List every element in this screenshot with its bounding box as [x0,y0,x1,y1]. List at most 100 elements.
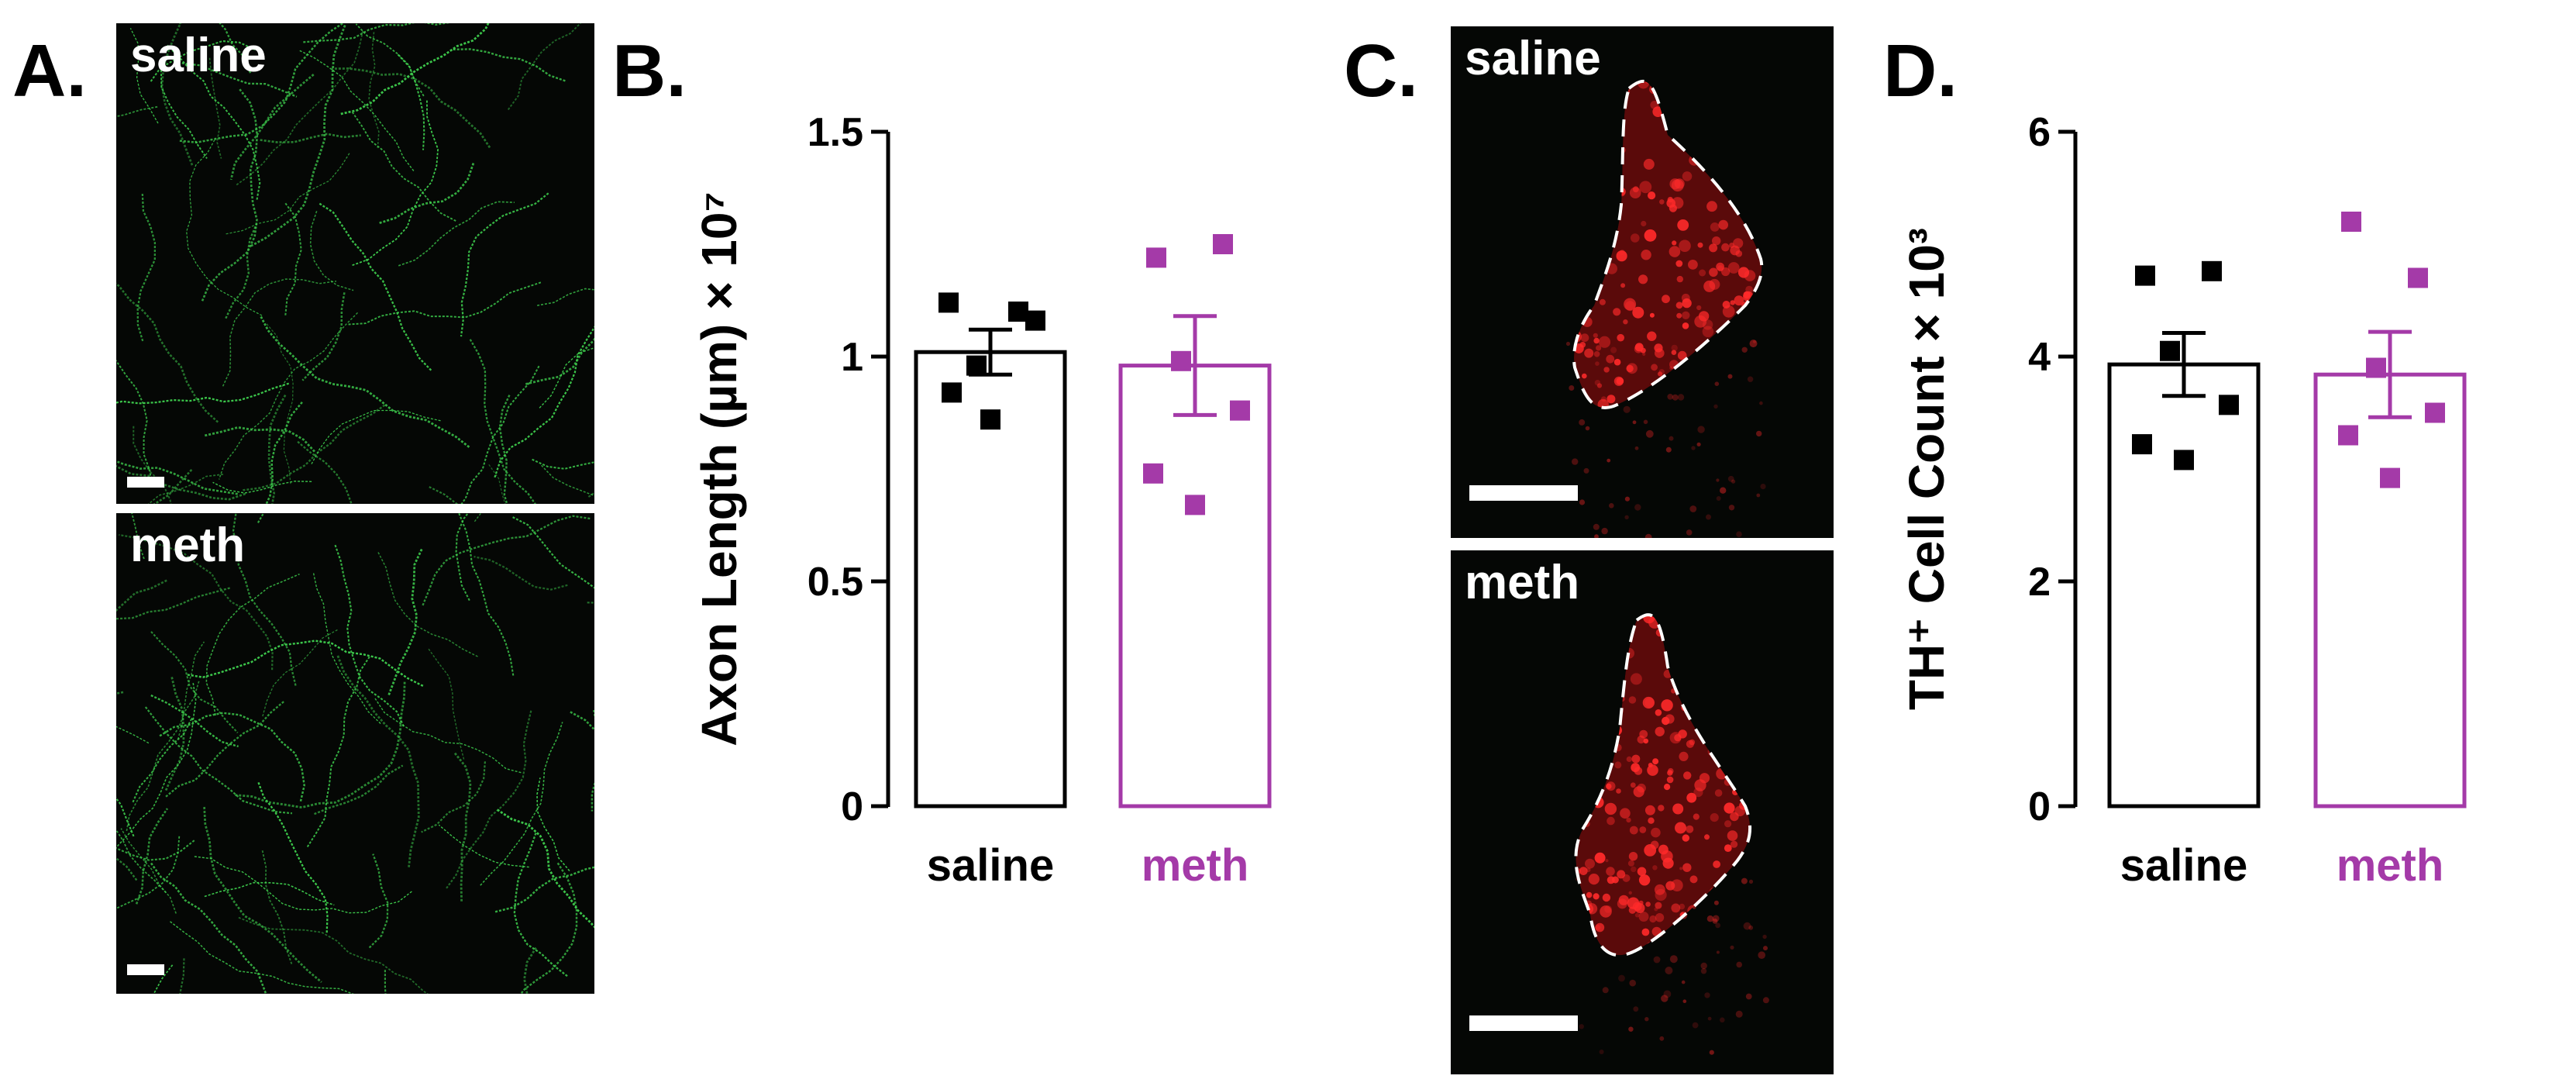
th-cell [1626,756,1632,762]
axon-fiber [297,440,353,504]
th-cell [1551,649,1560,658]
th-cell [1586,675,1598,688]
th-cell [1669,366,1673,371]
th-cell [1569,385,1575,391]
th-cell [1639,181,1652,194]
th-cell [1579,107,1592,120]
axon-fiber [116,726,150,744]
th-cell [1658,90,1671,102]
axon-fiber [306,655,371,848]
th-cell [1727,88,1735,96]
th-cell [1600,905,1612,918]
axon-fiber [167,44,261,200]
th-cell [1616,788,1621,794]
th-cell [1638,274,1648,284]
th-cell [1677,350,1687,360]
th-cell [1706,148,1718,160]
th-cell [1714,381,1720,387]
th-cell [1779,819,1784,824]
th-cell [1577,745,1582,750]
th-cell [1686,825,1694,833]
th-cell [1778,934,1784,940]
th-cell [1641,220,1647,227]
th-cell [1576,747,1580,759]
th-cell [1578,754,1589,765]
th-cell [1786,280,1795,288]
th-cell [1518,434,1523,439]
th-cell [1783,336,1796,348]
th-cell [1536,126,1548,138]
th-cell [1551,612,1561,622]
axon-fiber [250,23,347,247]
axon-fiber [225,223,258,319]
th-cell [1765,604,1774,612]
axon-fiber [453,752,472,902]
th-cell [1768,688,1777,698]
th-cell [1524,692,1535,704]
th-cell [1589,471,1596,478]
th-cell [1638,81,1650,89]
axon-fiber [116,587,230,620]
th-cell [1574,275,1585,286]
th-cell [1724,752,1735,763]
th-cell [1724,802,1735,814]
th-cell [1749,690,1751,702]
th-cell [1679,751,1689,761]
th-cell [1547,406,1552,412]
th-cell [1663,990,1672,998]
th-cell [1736,615,1741,621]
th-cell [1731,760,1740,769]
th-cell [1510,454,1520,464]
th-cell [1762,147,1774,159]
th-cell [1685,374,1693,381]
th-cell [1520,286,1532,298]
th-cell [1548,391,1558,402]
th-cell [1534,280,1546,292]
th-cell [1574,122,1586,134]
th-cell [1620,808,1631,819]
th-cell [1739,119,1751,131]
axon-fiber [219,23,252,74]
th-cell [1729,711,1739,721]
th-cell [1686,143,1694,150]
th-cell [1568,902,1576,910]
th-cell [1714,789,1723,797]
th-cell [1565,746,1573,754]
th-cell [1717,378,1729,389]
axon-fiber [136,193,157,342]
th-cell [1522,395,1533,405]
th-cell [1612,725,1622,736]
th-cell [1755,726,1761,731]
th-cell [1734,923,1739,929]
th-cell [1757,943,1764,950]
th-cell [1756,446,1761,451]
th-cell [1751,844,1762,856]
th-cell [1703,353,1713,363]
th-cell [1644,805,1655,815]
th-cell [1569,805,1575,811]
th-cell [1682,371,1693,382]
th-cell [1716,262,1724,271]
th-cell [1517,348,1524,355]
th-cell [1674,734,1682,742]
th-cell [1741,695,1751,705]
data-point-meth [2408,267,2428,288]
th-cell [1583,236,1592,245]
th-cell [1627,897,1640,909]
th-cell [1748,412,1760,424]
th-cell [1672,394,1679,401]
th-cell [1596,179,1607,189]
axon-fiber [243,403,387,491]
th-cell [1514,819,1520,826]
th-cell [1744,691,1751,700]
th-cell [1519,360,1526,367]
axon-fiber [129,28,159,124]
th-cell [1525,676,1535,686]
th-cell [1737,764,1745,774]
th-cell [1667,196,1673,203]
th-cell [1632,306,1644,319]
th-cell [1634,446,1639,450]
th-cell [1593,523,1600,530]
th-cell [1642,352,1646,356]
th-cell [1701,905,1714,918]
